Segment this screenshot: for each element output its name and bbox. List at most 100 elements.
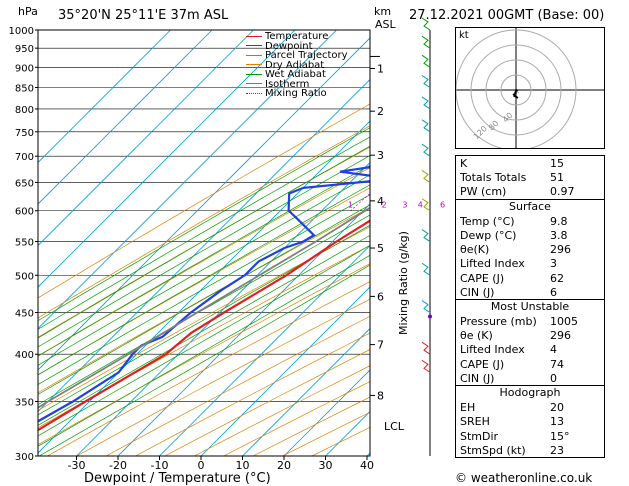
legend-swatch xyxy=(246,92,262,94)
unstable-label: CIN (J) xyxy=(460,371,495,385)
pressure-tick-label: 350 xyxy=(15,397,34,408)
surface-value: 3 xyxy=(550,257,557,271)
legend-swatch xyxy=(246,45,262,46)
pressure-tick-label: 1000 xyxy=(9,26,34,37)
wind-barb xyxy=(421,198,431,212)
hodograph-label: StmDir xyxy=(460,429,499,443)
hodograph-value: 13 xyxy=(550,415,564,429)
isotherm-line xyxy=(38,30,171,164)
temperature-tick-label: -30 xyxy=(68,459,86,472)
wet-adiabat-line xyxy=(38,184,370,376)
temperature-tick-label: 20 xyxy=(277,459,291,472)
pressure-tick-label: 750 xyxy=(15,128,34,139)
temperature-tick-label: 40 xyxy=(360,459,374,472)
unstable-value: 4 xyxy=(550,343,557,357)
footer-credit: © weatheronline.co.uk xyxy=(455,471,593,485)
wet-adiabat-line xyxy=(39,264,370,456)
legend-swatch xyxy=(246,83,262,84)
index-value: 0.97 xyxy=(550,185,575,199)
legend-label: Parcel Trajectory xyxy=(265,50,348,61)
surface-value: 6 xyxy=(550,285,557,299)
hodograph-label: EH xyxy=(460,401,476,415)
legend-swatch xyxy=(246,54,262,56)
wet-adiabat-line xyxy=(38,145,370,339)
legend-label: Isotherm xyxy=(265,78,310,90)
surface-section-title: Surface xyxy=(509,199,551,213)
surface-label: Lifted Index xyxy=(460,257,525,271)
hpa-unit-label: hPa xyxy=(18,5,38,18)
legend-label: Mixing Ratio xyxy=(265,88,327,99)
hodograph-value: 20 xyxy=(550,401,564,415)
surface-value: 62 xyxy=(550,271,564,285)
isotherm-line xyxy=(38,120,370,454)
isotherm-line xyxy=(38,30,337,330)
series-line-temperature xyxy=(38,219,370,432)
wet-adiabat-line xyxy=(38,254,370,447)
unstable-label: Lifted Index xyxy=(460,343,525,357)
surface-label: CIN (J) xyxy=(460,285,495,299)
km-tick-label: 8 xyxy=(377,389,384,402)
wet-adiabat-line xyxy=(38,234,370,426)
legend-swatch xyxy=(246,35,262,37)
wind-barb xyxy=(421,54,431,68)
dry-adiabat-line xyxy=(38,146,370,338)
unstable-label: θe (K) xyxy=(460,329,493,343)
lcl-label: LCL xyxy=(384,420,404,433)
km-unit-label: km xyxy=(374,5,392,18)
wind-barb xyxy=(421,170,431,183)
isotherm-line xyxy=(38,30,296,288)
wind-barb xyxy=(421,262,431,276)
dry-adiabat-line xyxy=(38,244,370,429)
location-title: 35°20'N 25°11'E 37m ASL xyxy=(58,8,229,23)
dry-adiabat-line xyxy=(134,332,370,456)
km-tick-label: 3 xyxy=(377,149,384,162)
temperature-tick-label: -20 xyxy=(109,459,127,472)
series-line-parcel-trajectory xyxy=(38,206,370,409)
wet-adiabat-line xyxy=(38,244,370,437)
mixing-ratio-label: 4 xyxy=(418,201,423,210)
wind-barb xyxy=(421,341,431,355)
datetime-title: 27.12.2021 00GMT (Base: 00) xyxy=(409,8,605,23)
pressure-tick-label: 450 xyxy=(15,309,34,320)
dry-adiabat-line xyxy=(38,263,370,446)
wind-barb xyxy=(421,359,431,373)
legend-label: Dewpoint xyxy=(265,40,313,52)
hodograph-value: 23 xyxy=(550,443,564,457)
legend-item: Dry Adiabat xyxy=(246,60,324,71)
wet-adiabat-line xyxy=(38,136,370,330)
legend-item: Parcel Trajectory xyxy=(246,50,348,61)
mixing-ratio-label: 2 xyxy=(382,201,387,210)
wet-adiabat-line xyxy=(38,155,370,348)
pressure-tick-label: 950 xyxy=(15,44,34,55)
isotherm-line xyxy=(200,286,370,456)
legend-item: Dewpoint xyxy=(246,41,313,52)
mixing-ratio-label: 6 xyxy=(440,201,445,210)
dry-adiabat-line xyxy=(46,281,370,456)
legend-item: Wet Adiabat xyxy=(246,69,326,80)
legend-swatch xyxy=(246,64,262,65)
wet-adiabat-line xyxy=(38,194,370,385)
unstable-label: Pressure (mb) xyxy=(460,315,537,329)
pressure-tick-label: 550 xyxy=(15,238,34,249)
dry-adiabat-line xyxy=(38,226,370,411)
surface-label: Temp (°C) xyxy=(460,214,515,228)
pressure-tick-label: 700 xyxy=(15,152,34,163)
indices-panel: K 15 Totals Totals 51 PW (cm) 0.97 Surface … xyxy=(455,155,605,458)
index-label: K xyxy=(460,157,468,170)
isotherm-line xyxy=(242,327,370,456)
isotherm-line xyxy=(76,161,370,456)
hodograph-label: SREH xyxy=(460,415,490,429)
dry-adiabat-line xyxy=(75,298,370,456)
unstable-value: 0 xyxy=(550,371,557,385)
km-tick-label: 1 xyxy=(377,62,384,75)
legend-swatch xyxy=(246,73,262,75)
isotherm-line xyxy=(159,244,370,456)
km-tick-label: 2 xyxy=(377,105,384,118)
km-tick-label: 7 xyxy=(377,339,384,352)
surface-label: θe(K) xyxy=(460,243,490,257)
temperature-tick-label: 10 xyxy=(236,459,250,472)
wet-adiabat-line xyxy=(38,127,370,322)
svg-text:*: * xyxy=(514,88,519,99)
km-tick-label: 6 xyxy=(377,290,384,303)
